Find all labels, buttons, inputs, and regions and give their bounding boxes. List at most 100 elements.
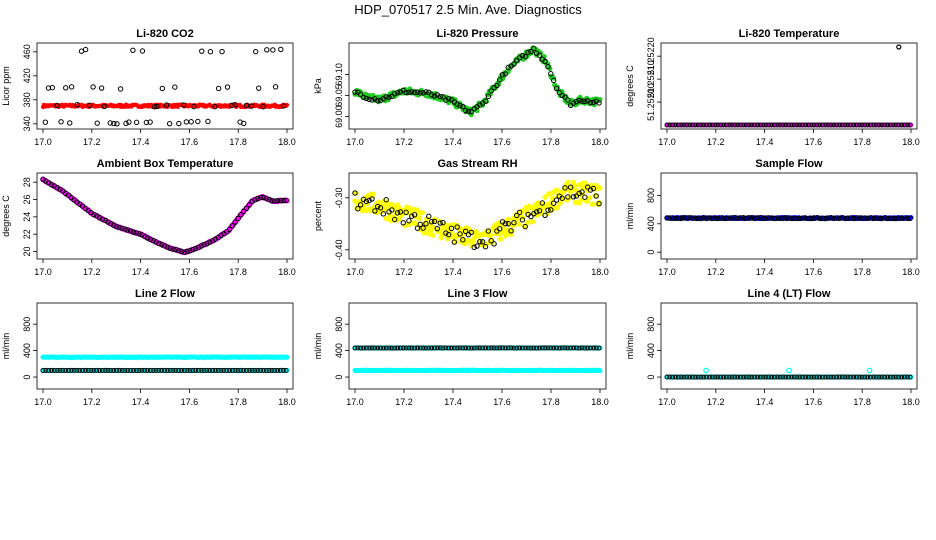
data-point	[582, 98, 588, 105]
data-point	[721, 122, 727, 128]
data-point	[749, 122, 755, 128]
data-point	[562, 94, 568, 100]
data-point	[272, 198, 278, 204]
data-point	[370, 191, 376, 197]
data-point	[698, 122, 704, 128]
chart-pressure: Li-820 Pressure 17.0 17.2 17.4 17.6 17.8 18.0 6…	[313, 28, 609, 147]
data-point	[488, 88, 494, 94]
y-tick-label: 420	[22, 68, 32, 83]
data-point	[754, 122, 760, 128]
data-point	[394, 89, 401, 96]
data-point	[485, 93, 492, 100]
data-point	[853, 122, 859, 128]
data-point	[573, 98, 580, 105]
data-point	[528, 48, 534, 55]
plot-frame	[36, 302, 294, 390]
data-point	[519, 52, 526, 59]
y-tick-label: 69.10	[334, 63, 344, 86]
data-point	[542, 194, 548, 200]
data-point	[389, 207, 395, 213]
data-point	[207, 239, 213, 245]
data-point	[414, 89, 421, 95]
x-tick-label: 17.2	[395, 137, 413, 147]
data-point	[554, 204, 561, 210]
y-tick-label: 26	[22, 195, 32, 205]
x-tick-label: 17.2	[83, 267, 101, 277]
x-tick-label: 18.0	[278, 137, 296, 147]
data-point	[266, 196, 272, 203]
series-overlay	[40, 176, 289, 255]
data-point	[188, 119, 194, 125]
data-point	[269, 198, 275, 204]
data-point	[497, 236, 504, 242]
data-point	[794, 122, 800, 128]
y-tick-label: 800	[22, 317, 32, 332]
data-point	[740, 122, 746, 128]
data-point	[154, 103, 160, 110]
x-tick-label: 18.0	[902, 137, 920, 147]
data-point	[108, 221, 114, 227]
data-point	[357, 91, 364, 98]
y-tick-label: 0	[646, 375, 656, 380]
data-point	[901, 122, 907, 128]
data-point	[74, 102, 80, 108]
data-point	[416, 215, 423, 221]
data-point	[576, 97, 582, 104]
x-tick-label: 17.4	[132, 397, 150, 407]
data-point	[502, 71, 509, 77]
data-point	[817, 122, 823, 128]
data-point	[802, 122, 808, 128]
data-point	[421, 230, 427, 236]
data-point	[68, 84, 75, 90]
series-primary	[40, 354, 290, 360]
data-point	[670, 122, 676, 128]
data-point	[873, 122, 879, 128]
y-axis-label: ml/min	[625, 203, 635, 230]
data-point	[224, 84, 231, 90]
x-tick-label: 18.0	[591, 267, 609, 277]
chart-boxtemp: Ambient Box Temperature 17.0 17.2 17.4 17.6 1…	[1, 158, 296, 277]
data-point	[429, 232, 436, 238]
data-point	[278, 46, 284, 53]
data-point	[57, 186, 63, 193]
data-point	[681, 122, 687, 128]
data-point	[363, 198, 370, 205]
data-point	[769, 122, 775, 128]
data-point	[232, 101, 238, 108]
data-point	[497, 77, 503, 83]
data-point	[283, 197, 289, 203]
data-point	[593, 98, 599, 104]
y-tick-label: 24	[22, 212, 32, 222]
data-point	[876, 122, 882, 128]
x-tick-label: 18.0	[591, 137, 609, 147]
data-point	[159, 85, 166, 92]
data-point	[98, 85, 105, 91]
data-point	[457, 102, 463, 109]
data-point	[229, 223, 236, 229]
x-tick-label: 17.8	[542, 137, 560, 147]
figure-title: HDP_070517 2.5 Min. Ave. Diagnostics	[354, 2, 582, 17]
data-point	[42, 119, 49, 125]
x-tick-label: 17.8	[229, 137, 247, 147]
data-point	[515, 221, 522, 227]
data-point	[879, 122, 885, 128]
data-point	[791, 122, 797, 128]
x-tick-label: 17.0	[34, 397, 52, 407]
data-point	[375, 97, 381, 104]
data-point	[531, 45, 537, 52]
data-point	[270, 47, 276, 53]
data-point	[143, 119, 150, 126]
data-point	[420, 90, 426, 96]
data-point	[366, 96, 372, 103]
y-tick-label: -0.40	[334, 240, 344, 261]
data-point	[550, 77, 557, 84]
data-point	[417, 90, 423, 96]
data-point	[692, 122, 698, 128]
data-point	[151, 104, 158, 110]
data-point	[144, 235, 151, 241]
x-tick-label: 18.0	[902, 397, 920, 407]
data-point	[252, 197, 258, 203]
data-point	[542, 58, 548, 65]
data-point	[428, 92, 435, 98]
data-point	[277, 197, 284, 204]
